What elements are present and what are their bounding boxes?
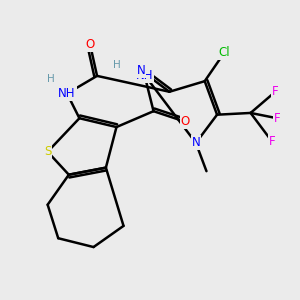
Text: S: S [44,145,51,158]
Text: NH: NH [136,69,154,82]
Text: O: O [85,38,94,51]
Text: H: H [47,74,55,84]
Text: H: H [112,60,120,70]
Text: F: F [272,85,279,98]
Text: Cl: Cl [218,46,230,59]
Text: O: O [181,115,190,128]
Text: F: F [268,135,275,148]
Text: N: N [137,64,146,77]
Text: N: N [191,136,200,149]
Text: F: F [274,112,280,125]
Text: NH: NH [58,87,76,100]
